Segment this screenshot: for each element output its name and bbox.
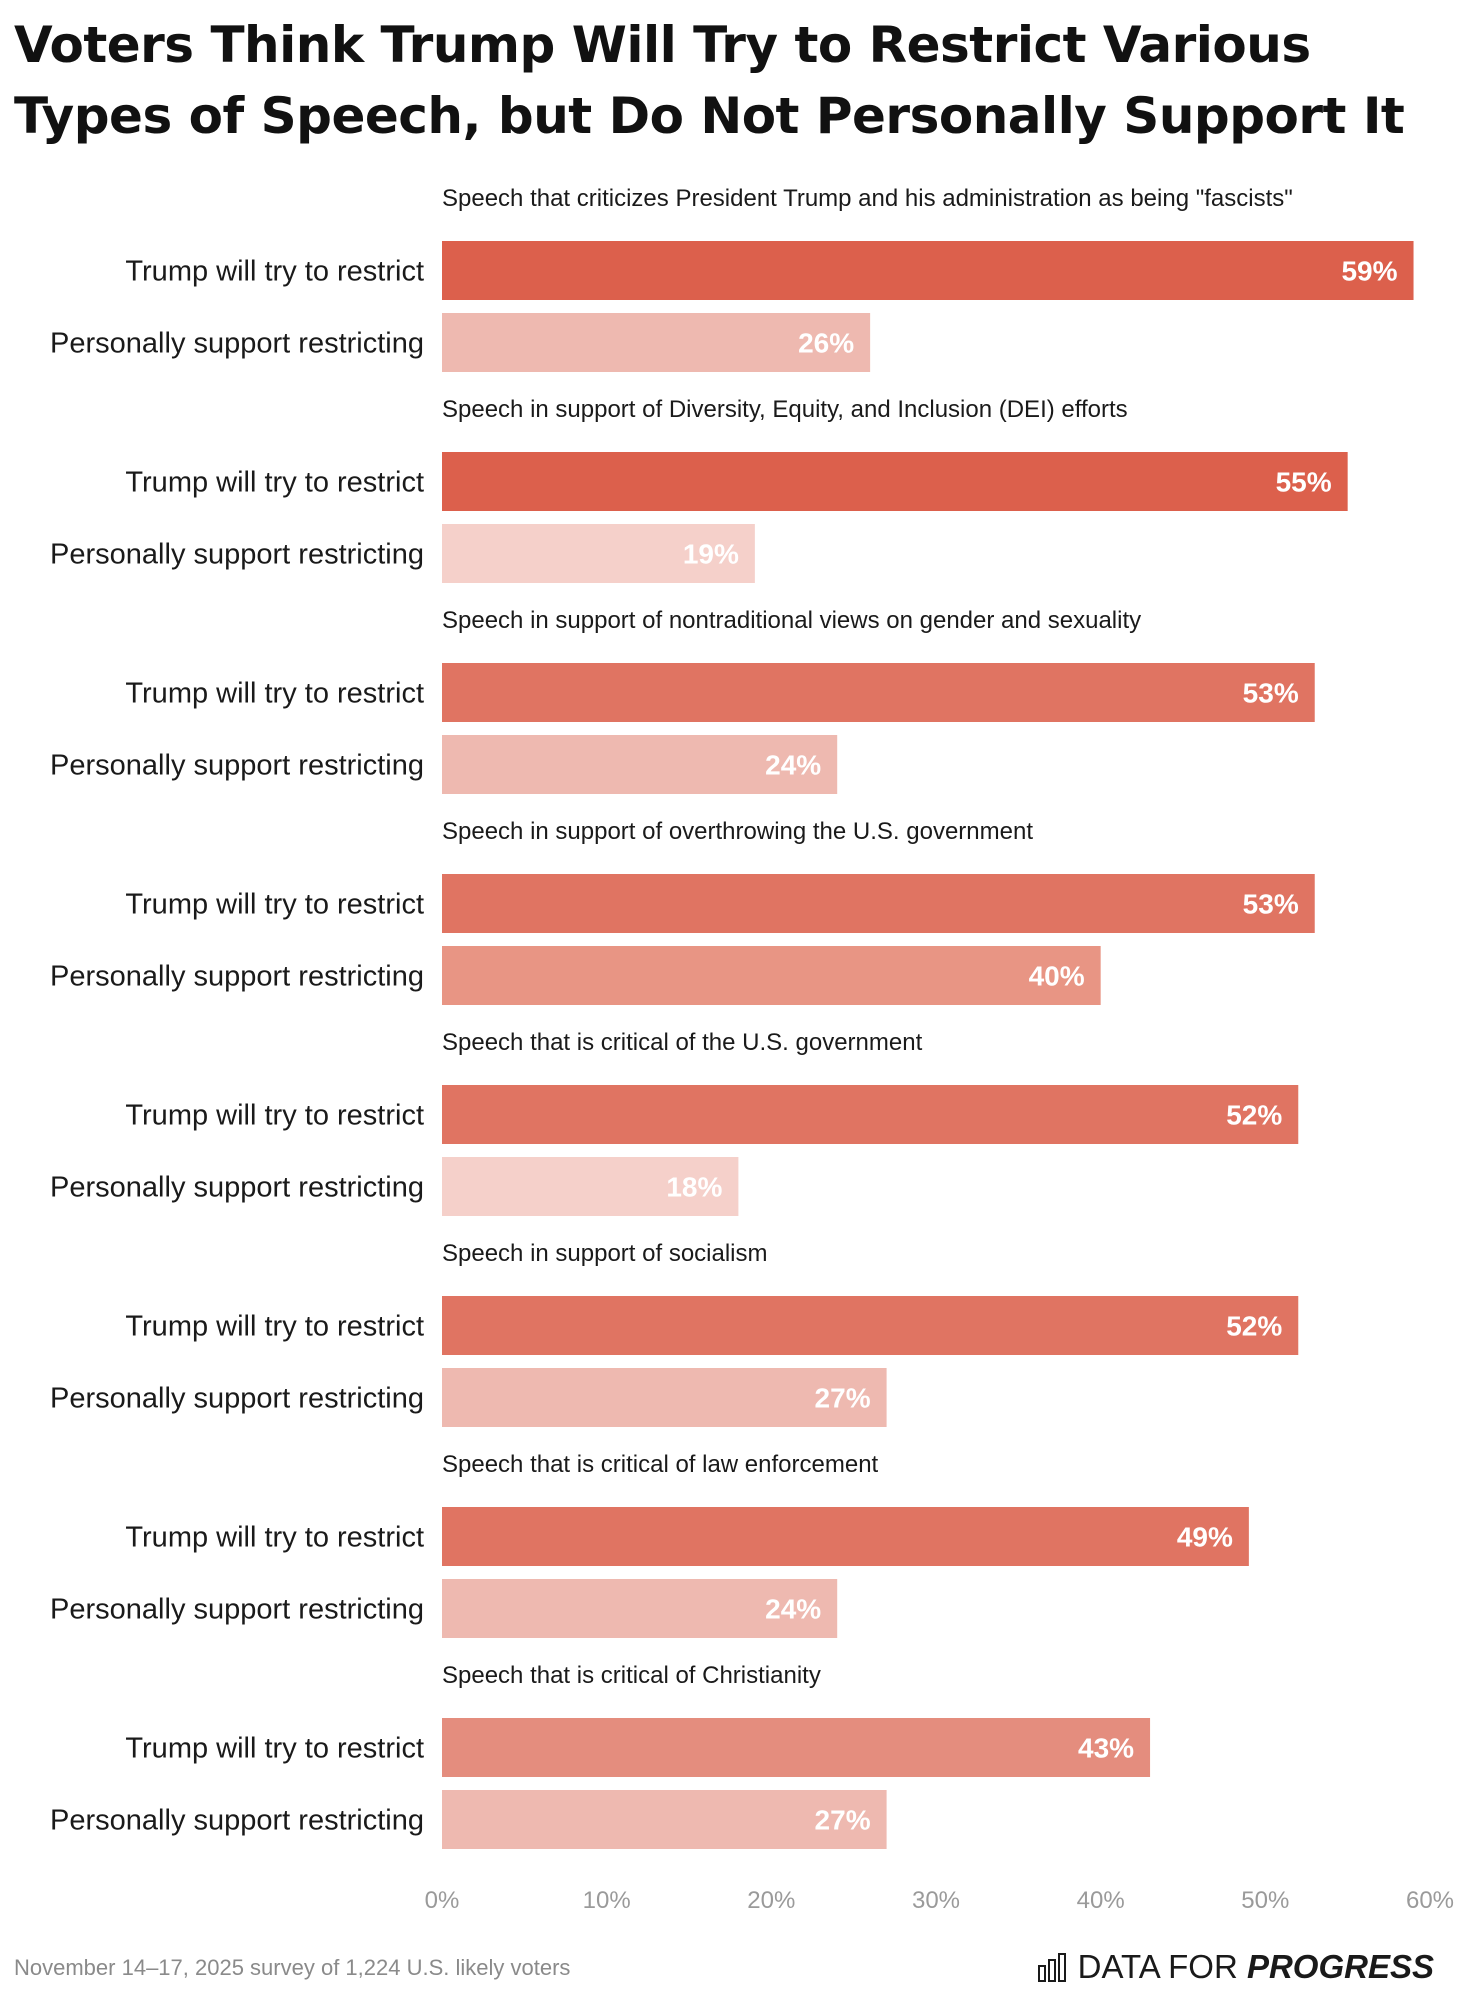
- trump-restrict-bar: [442, 241, 1414, 300]
- support-restrict-row-label: Personally support restricting: [50, 539, 424, 571]
- bar-chart-icon: [1037, 1953, 1066, 1982]
- x-tick-label: 50%: [1241, 1887, 1289, 1914]
- support-restrict-bar: [442, 946, 1101, 1005]
- category-label: Speech in support of overthrowing the U.…: [442, 818, 1033, 845]
- support-restrict-value-label: 19%: [683, 539, 739, 570]
- support-restrict-bar: [442, 1790, 887, 1849]
- x-tick-label: 20%: [747, 1887, 795, 1914]
- trump-restrict-row-label: Trump will try to restrict: [125, 1733, 424, 1765]
- trump-restrict-value-label: 59%: [1341, 256, 1397, 287]
- category-label: Speech in support of socialism: [442, 1240, 768, 1267]
- category-label: Speech in support of Diversity, Equity, …: [442, 396, 1128, 423]
- category-label: Speech that is critical of law enforceme…: [442, 1451, 879, 1478]
- trump-restrict-bar: [442, 1507, 1249, 1566]
- category-label: Speech that criticizes President Trump a…: [442, 185, 1293, 212]
- support-restrict-value-label: 27%: [815, 1383, 871, 1414]
- trump-restrict-value-label: 53%: [1243, 678, 1299, 709]
- trump-restrict-row-label: Trump will try to restrict: [125, 889, 424, 921]
- trump-restrict-value-label: 43%: [1078, 1733, 1134, 1764]
- support-restrict-value-label: 40%: [1029, 961, 1085, 992]
- support-restrict-bar: [442, 1368, 887, 1427]
- brand-logo: DATA FOR PROGRESS: [1037, 1948, 1434, 1986]
- trump-restrict-bar: [442, 874, 1315, 933]
- support-restrict-row-label: Personally support restricting: [50, 1383, 424, 1415]
- support-restrict-row-label: Personally support restricting: [50, 961, 424, 993]
- support-restrict-row-label: Personally support restricting: [50, 1172, 424, 1204]
- trump-restrict-bar: [442, 1085, 1299, 1144]
- x-tick-label: 10%: [583, 1887, 631, 1914]
- trump-restrict-value-label: 49%: [1177, 1522, 1233, 1553]
- x-tick-label: 60%: [1406, 1887, 1454, 1914]
- trump-restrict-bar: [442, 1296, 1299, 1355]
- category-label: Speech in support of nontraditional view…: [442, 607, 1141, 634]
- trump-restrict-bar: [442, 663, 1315, 722]
- category-label: Speech that is critical of Christianity: [442, 1662, 821, 1689]
- trump-restrict-bar: [442, 452, 1348, 511]
- support-restrict-row-label: Personally support restricting: [50, 1805, 424, 1837]
- trump-restrict-row-label: Trump will try to restrict: [125, 678, 424, 710]
- trump-restrict-row-label: Trump will try to restrict: [125, 1311, 424, 1343]
- support-restrict-bar: [442, 1157, 739, 1216]
- chart-title: Voters Think Trump Will Try to Restrict …: [14, 16, 1405, 145]
- support-restrict-bar: [442, 313, 871, 372]
- support-restrict-value-label: 27%: [815, 1805, 871, 1836]
- x-tick-label: 0%: [425, 1887, 460, 1914]
- support-restrict-bar: [442, 1579, 838, 1638]
- x-tick-label: 30%: [912, 1887, 960, 1914]
- x-tick-label: 40%: [1077, 1887, 1125, 1914]
- trump-restrict-row-label: Trump will try to restrict: [125, 467, 424, 499]
- trump-restrict-value-label: 55%: [1276, 467, 1332, 498]
- trump-restrict-row-label: Trump will try to restrict: [125, 1522, 424, 1554]
- support-restrict-bar: [442, 735, 838, 794]
- support-restrict-row-label: Personally support restricting: [50, 750, 424, 782]
- trump-restrict-value-label: 52%: [1226, 1311, 1282, 1342]
- trump-restrict-row-label: Trump will try to restrict: [125, 1100, 424, 1132]
- brand-name: DATA FOR: [1077, 1948, 1247, 1985]
- support-restrict-value-label: 18%: [666, 1172, 722, 1203]
- brand-name-bold: PROGRESS: [1246, 1948, 1434, 1985]
- support-restrict-value-label: 24%: [765, 1594, 821, 1625]
- trump-restrict-value-label: 52%: [1226, 1100, 1282, 1131]
- survey-note: November 14–17, 2025 survey of 1,224 U.S…: [14, 1955, 571, 1980]
- category-label: Speech that is critical of the U.S. gove…: [442, 1029, 923, 1056]
- trump-restrict-row-label: Trump will try to restrict: [125, 256, 424, 288]
- support-restrict-value-label: 26%: [798, 328, 854, 359]
- support-restrict-row-label: Personally support restricting: [50, 1594, 424, 1626]
- trump-restrict-bar: [442, 1718, 1151, 1777]
- trump-restrict-value-label: 53%: [1243, 889, 1299, 920]
- support-restrict-row-label: Personally support restricting: [50, 328, 424, 360]
- support-restrict-bar: [442, 524, 755, 583]
- support-restrict-value-label: 24%: [765, 750, 821, 781]
